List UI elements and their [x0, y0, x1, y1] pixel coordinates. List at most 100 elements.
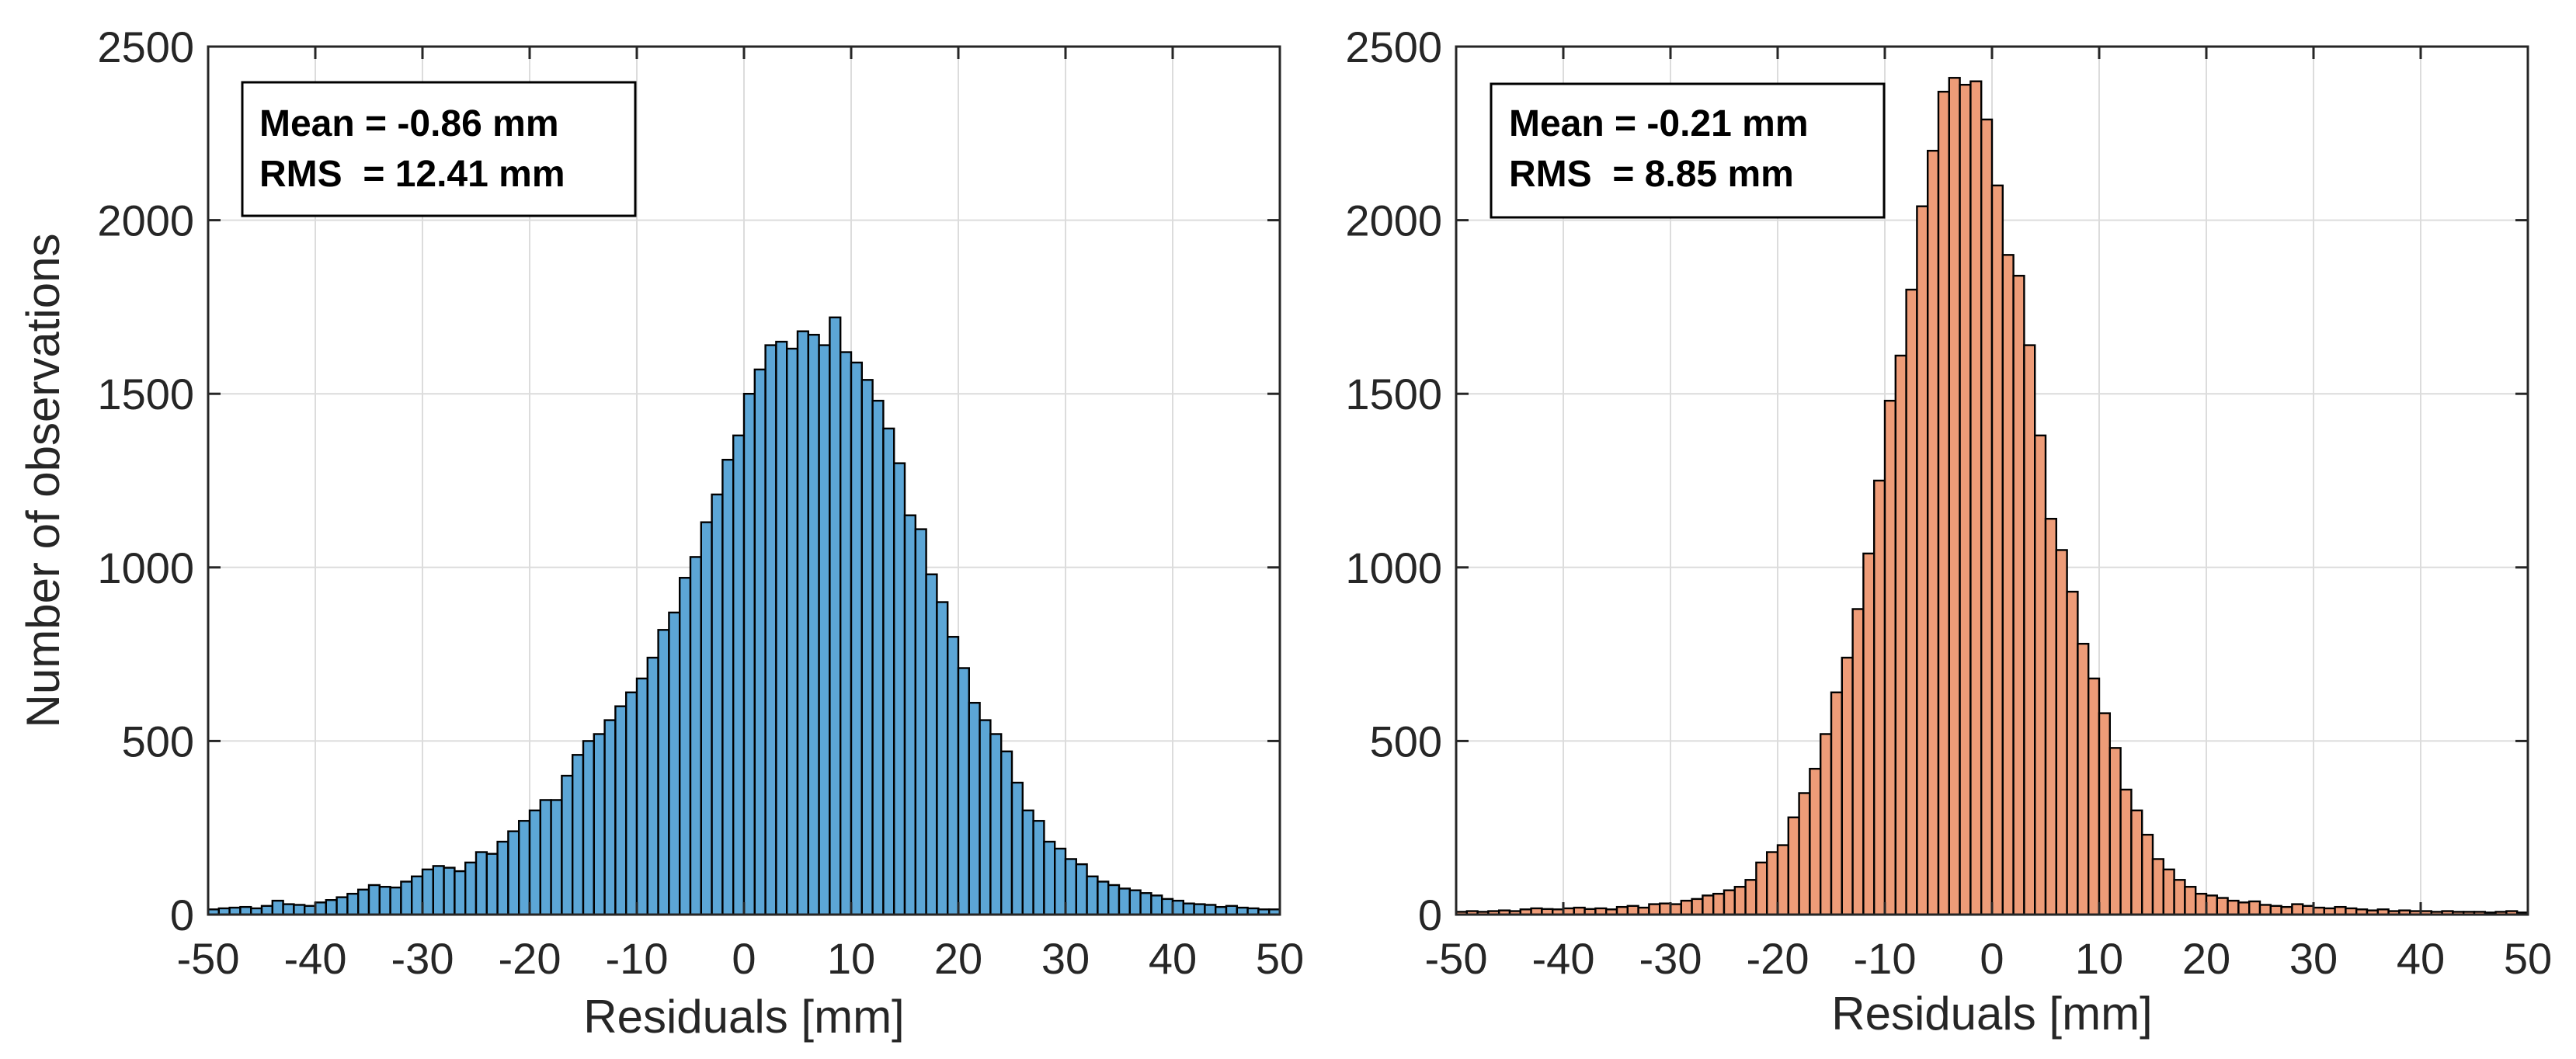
- right-histogram-bar: [2237, 901, 2251, 916]
- right-histogram-bar: [1948, 77, 1961, 916]
- right-histogram-bar: [2247, 900, 2261, 916]
- right-histogram-bar: [1851, 608, 1865, 916]
- left-histogram-bar: [1118, 887, 1132, 916]
- right-histogram-bar: [1669, 903, 1683, 916]
- right-ticks: [1455, 45, 2529, 916]
- right-histogram-bar: [1776, 844, 1790, 916]
- left-histogram-bar: [335, 896, 349, 916]
- left-histogram-bar: [293, 904, 306, 916]
- right-histogram-bar: [1648, 903, 1661, 916]
- left-histogram-bar: [1010, 781, 1024, 916]
- left-histogram-bar: [882, 427, 895, 916]
- right-histogram-bar: [1626, 904, 1639, 916]
- right-histogram-bar: [2216, 897, 2229, 916]
- left-histogram-bar: [260, 904, 274, 916]
- right-mean-text: Mean = -0.21 mm: [1509, 103, 1809, 144]
- left-histogram-bar: [689, 556, 703, 916]
- right-xtick-label: -40: [1532, 934, 1595, 983]
- left-histogram-bar: [1204, 904, 1217, 916]
- right-histogram-bar: [1926, 149, 1940, 916]
- right-stats-box-frame: [1490, 82, 1886, 219]
- right-histogram-bar: [1680, 899, 1693, 916]
- left-histogram-bar: [711, 493, 724, 916]
- left-histogram-bar: [528, 809, 542, 916]
- left-histogram-bar: [593, 733, 606, 916]
- right-histogram-bar: [2130, 809, 2143, 916]
- right-histogram-bar: [1959, 83, 1972, 916]
- left-histogram-bar: [903, 514, 917, 916]
- left-histogram-bar: [614, 705, 627, 916]
- right-xtick-label: 50: [2504, 934, 2552, 983]
- right-histogram-bar: [2227, 899, 2240, 916]
- left-xtick-label: 0: [732, 934, 756, 983]
- left-histogram-bar: [432, 865, 445, 916]
- left-histogram-bar: [357, 888, 370, 916]
- left-histogram-bar: [850, 361, 864, 916]
- left-ytick-label: 1500: [97, 370, 194, 418]
- left-histogram-bar: [539, 799, 552, 916]
- right-histogram-bar: [2087, 677, 2101, 916]
- left-histogram-bar: [271, 899, 284, 916]
- left-histogram-bar: [1182, 902, 1195, 916]
- left-histogram-bar: [603, 719, 617, 916]
- right-xtick-label: -20: [1747, 934, 1809, 983]
- left-ytick-label: 1000: [97, 543, 194, 592]
- right-histogram-bar: [1798, 792, 1811, 916]
- left-histogram-bar: [464, 861, 478, 916]
- left-histogram-bar: [367, 884, 381, 916]
- left-histogram-bar: [1043, 840, 1056, 916]
- right-xtick-label: -50: [1425, 934, 1488, 983]
- left-histogram-bar: [721, 458, 735, 916]
- left-xtick-label: 40: [1149, 934, 1197, 983]
- left-histogram-bar: [1032, 820, 1045, 916]
- right-y-tick-labels: 0 500 1000 1500 2000 2500: [1345, 23, 1442, 939]
- right-xtick-label: 20: [2182, 934, 2230, 983]
- right-histogram-bar: [1702, 894, 1715, 916]
- left-histogram-bar: [518, 820, 531, 916]
- right-histogram-bar: [1691, 898, 1704, 916]
- right-xtick-label: -10: [1854, 934, 1917, 983]
- right-histogram-bar: [2066, 590, 2079, 916]
- left-histogram-bar: [1075, 863, 1088, 916]
- left-histogram-bar: [786, 347, 799, 916]
- left-rms-text: RMS = 12.41 mm: [259, 154, 565, 195]
- left-x-axis-label: Residuals [mm]: [583, 991, 904, 1043]
- right-histogram-bar: [1765, 851, 1779, 916]
- right-histogram-bar: [2151, 858, 2165, 916]
- left-histogram-bar: [646, 656, 659, 916]
- left-xtick-label: -20: [499, 934, 561, 983]
- left-histogram-bar: [443, 866, 456, 916]
- right-xtick-label: 10: [2075, 934, 2123, 983]
- left-mean-text: Mean = -0.86 mm: [259, 103, 559, 144]
- right-histogram-bar: [2077, 642, 2090, 916]
- right-histogram-bar: [1905, 288, 1918, 916]
- left-histogram-bar: [411, 875, 424, 916]
- left-histogram-bar: [764, 344, 777, 916]
- right-xtick-label: 30: [2289, 934, 2338, 983]
- left-xtick-label: 30: [1041, 934, 1090, 983]
- right-histogram-bar: [1872, 479, 1886, 916]
- right-histogram-bar: [1980, 118, 1994, 916]
- right-histogram-bar: [2119, 788, 2133, 916]
- right-histogram-bar: [2108, 747, 2122, 916]
- right-histogram-bar: [1819, 733, 1833, 916]
- right-histogram-bar: [1990, 184, 2004, 916]
- right-histogram-bar: [2269, 904, 2282, 916]
- right-ytick-label: 0: [1418, 891, 1442, 939]
- left-histogram-bar: [400, 880, 413, 916]
- right-x-tick-labels: -50 -40 -30 -20 -10 0 10 20 30 40 50: [1425, 934, 2553, 983]
- right-histogram-bar: [1712, 892, 1726, 916]
- left-histogram-bar: [679, 577, 692, 916]
- right-histogram-bar: [1744, 879, 1757, 916]
- right-ytick-label: 1000: [1345, 543, 1442, 592]
- right-histogram-bar: [2012, 274, 2025, 916]
- right-histogram-bar: [2055, 549, 2068, 916]
- left-histogram-bar: [389, 886, 402, 916]
- left-histogram-bar: [807, 333, 820, 916]
- right-rms-text: RMS = 8.85 mm: [1509, 154, 1794, 195]
- right-histogram-bar: [1723, 889, 1736, 916]
- right-histogram-bar: [1937, 90, 1951, 916]
- left-histogram-bar: [1139, 892, 1152, 916]
- left-histogram-bar: [936, 601, 949, 916]
- left-stats-box: Mean = -0.86 mm RMS = 12.41 mm: [241, 81, 637, 217]
